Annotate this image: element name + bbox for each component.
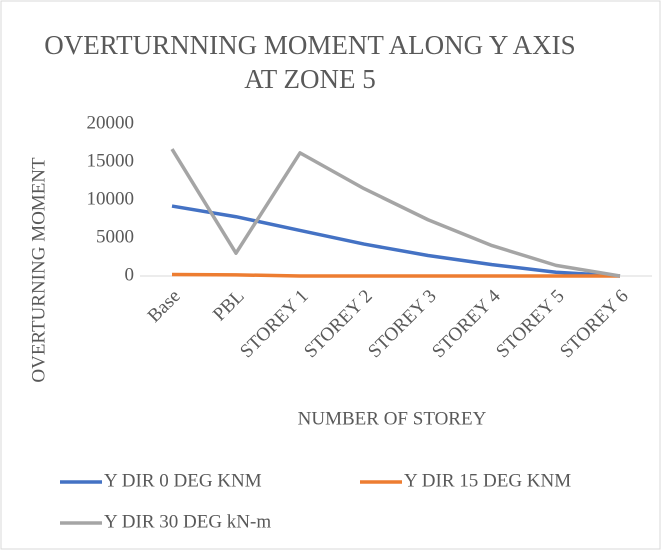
y-tick-label: 15000 xyxy=(87,150,135,171)
y-tick-label: 0 xyxy=(125,264,135,285)
y-axis-title: OVERTURNING MOMENT xyxy=(28,157,49,383)
x-axis-title: NUMBER OF STOREY xyxy=(298,408,487,429)
line-series xyxy=(171,272,620,278)
line-series xyxy=(170,148,621,278)
legend-label: Y DIR 30 DEG kN-m xyxy=(104,511,271,532)
y-tick-label: 10000 xyxy=(87,188,135,209)
line-series xyxy=(171,204,621,278)
legend-label: Y DIR 15 DEG KNM xyxy=(404,470,571,491)
y-tick-label: 20000 xyxy=(87,112,135,133)
legend-label: Y DIR 0 DEG KNM xyxy=(104,470,262,491)
chart-title: OVERTURNNING MOMENT ALONG Y AXIS AT ZONE… xyxy=(44,30,576,94)
y-tick-label: 5000 xyxy=(96,226,134,247)
